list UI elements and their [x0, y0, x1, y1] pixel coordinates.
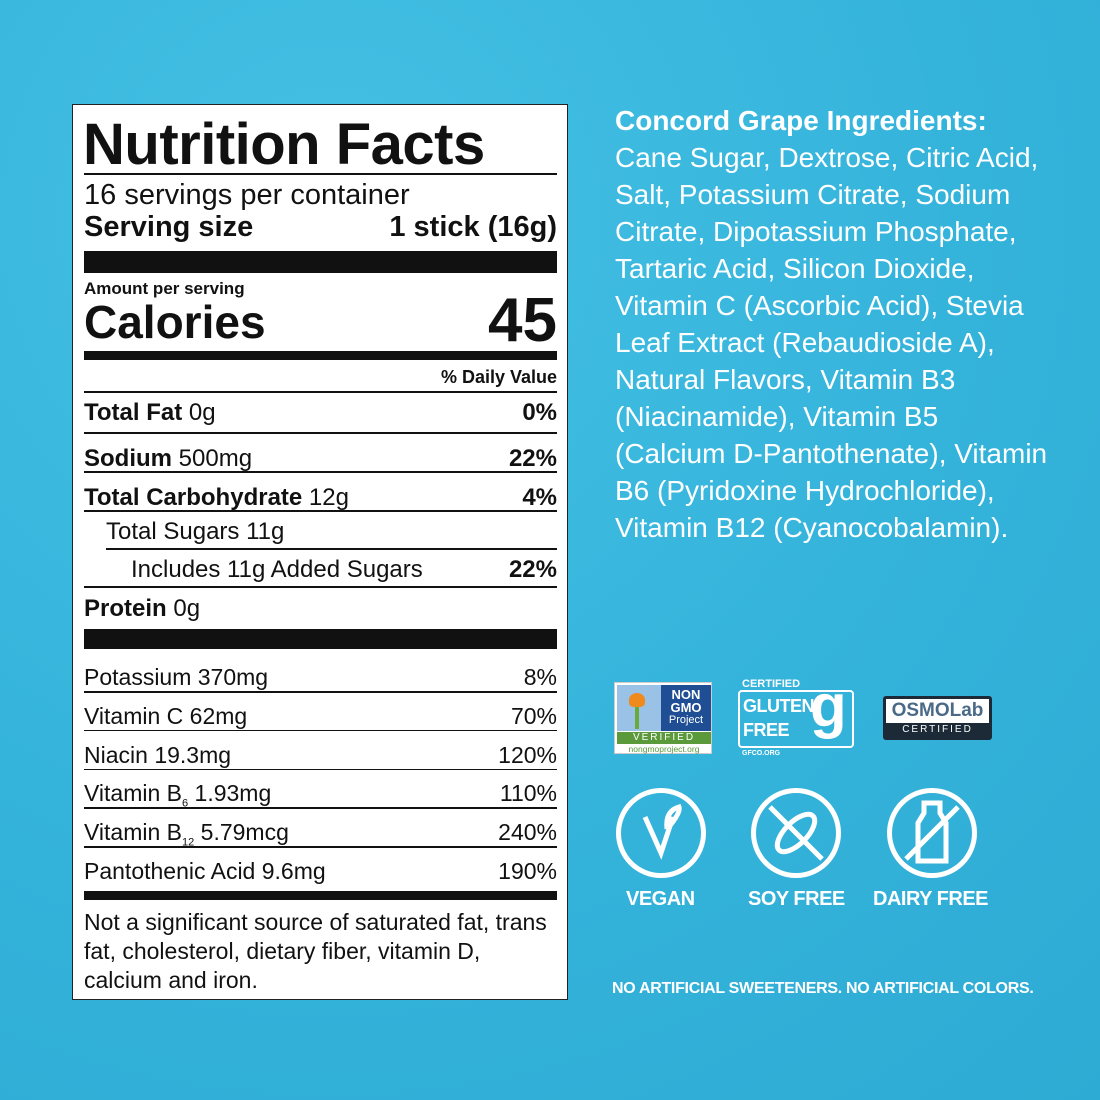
osmolab-certified: CERTIFIED	[902, 724, 973, 735]
gluten-url: GFCO.ORG	[742, 750, 781, 757]
divider	[84, 768, 557, 771]
vegan-leaf-icon	[616, 788, 706, 878]
footnote: Not a significant source of saturated fa…	[84, 909, 547, 993]
amount-per-serving: Amount per serving	[84, 279, 245, 298]
nongmo-text: NON	[671, 687, 701, 702]
dv-total-fat: 0%	[522, 399, 557, 426]
nongmo-url: nongmoproject.org	[628, 744, 700, 754]
vitamin-dv: 190%	[498, 858, 557, 884]
vitamin-row: Pantothenic Acid 9.6mg	[84, 858, 326, 884]
vitamin-row: Vitamin C 62mg	[84, 702, 248, 729]
divider	[84, 629, 557, 649]
divider	[84, 729, 557, 732]
ingredients-text: Cane Sugar, Dextrose, Citric Acid, Salt,…	[615, 142, 1048, 543]
divider	[84, 846, 557, 848]
gluten-free-badge: CERTIFIED GLUTEN FREE g GFCO.ORG	[738, 676, 862, 760]
row-total-sugars: Total Sugars 11g	[106, 518, 285, 545]
divider	[84, 510, 557, 512]
vitamin-dv: 70%	[510, 702, 557, 729]
dv-carbohydrate: 4%	[522, 484, 557, 511]
divider	[84, 391, 557, 393]
osmolab-badge: OSMOLab CERTIFIED	[883, 696, 992, 740]
gluten-certified: CERTIFIED	[742, 678, 801, 690]
dairy-free-label: DAIRY FREE	[873, 888, 989, 910]
row-added-sugars: Includes 11g Added Sugars	[131, 556, 423, 583]
nongmo-text: GMO	[670, 700, 702, 715]
nutrition-facts-label: Nutrition Facts 16 servings per containe…	[72, 104, 568, 1000]
gluten-text: FREE	[743, 720, 790, 740]
osmolab-name: OSMOLab	[886, 699, 989, 723]
divider	[84, 432, 557, 434]
divider	[84, 807, 557, 809]
dv-sodium: 22%	[508, 445, 557, 472]
ingredients-heading: Concord Grape Ingredients:	[615, 105, 987, 136]
calories-label: Calories	[84, 296, 266, 348]
vitamin-dv: 110%	[499, 780, 557, 807]
ingredients: Concord Grape Ingredients: Cane Sugar, D…	[615, 102, 1055, 546]
vitamin-row: Vitamin B12 5.79mcg	[84, 819, 289, 849]
soy-free-icon	[751, 788, 841, 878]
row-total-carbohydrate: Total Carbohydrate 12g	[84, 484, 349, 511]
vitamin-row: Niacin 19.3mg	[84, 741, 232, 768]
nongmo-verified: VERIFIED	[617, 732, 711, 744]
vitamin-row: Vitamin B6 1.93mg	[84, 780, 272, 810]
gluten-text: GLUTEN	[743, 696, 815, 716]
vitamin-dv: 240%	[498, 819, 557, 846]
nutrition-title: Nutrition Facts	[83, 112, 485, 177]
dv-added-sugars: 22%	[508, 556, 557, 583]
divider	[84, 251, 557, 273]
servings-per-container: 16 servings per container	[84, 179, 410, 211]
row-protein: Protein 0g	[84, 595, 201, 622]
dairy-free-icon	[887, 788, 977, 878]
row-sodium: Sodium 500mg	[84, 445, 253, 472]
no-artificial-claim: NO ARTIFICIAL SWEETENERS. NO ARTIFICIAL …	[612, 980, 1034, 997]
serving-size-label: Serving size	[84, 211, 254, 243]
serving-size-value: 1 stick (16g)	[389, 211, 557, 243]
non-gmo-badge: NON GMO Project VERIFIED nongmoproject.org	[614, 682, 712, 754]
soy-free-label: SOY FREE	[748, 888, 845, 910]
nongmo-text: Project	[668, 714, 704, 726]
vitamin-dv: 120%	[498, 741, 557, 768]
calories-value: 45	[488, 286, 557, 355]
dv-header: % Daily Value	[440, 367, 557, 387]
divider	[84, 173, 557, 175]
divider	[84, 691, 557, 693]
divider	[84, 586, 557, 588]
vitamin-row: Potassium 370mg	[84, 664, 269, 690]
butterfly-icon	[617, 685, 661, 731]
row-total-fat: Total Fat 0g	[84, 399, 216, 426]
vegan-label: VEGAN	[626, 888, 695, 910]
divider	[84, 351, 557, 360]
gfco-g-icon: g	[810, 672, 847, 739]
divider	[84, 471, 557, 473]
divider	[106, 548, 557, 550]
vitamin-dv: 8%	[523, 664, 557, 690]
divider	[84, 891, 557, 900]
